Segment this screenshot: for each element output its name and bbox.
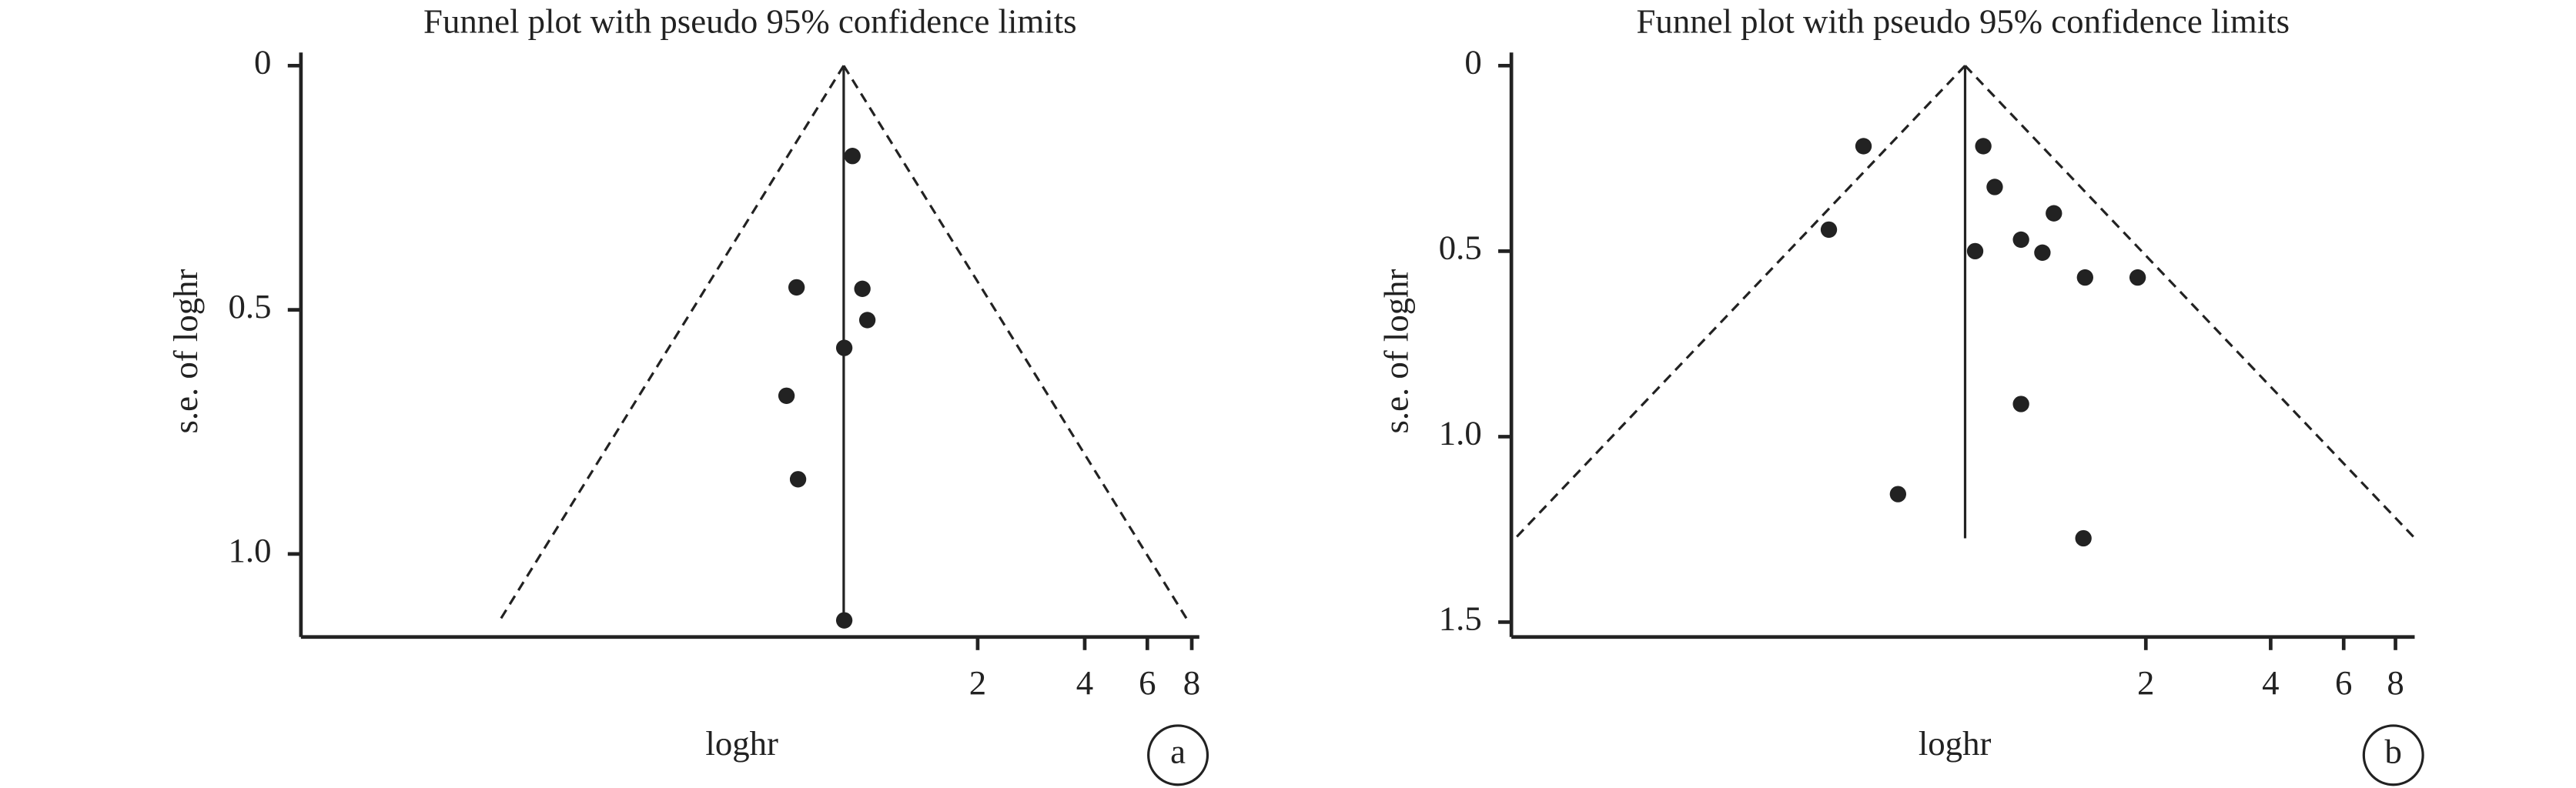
x-tick-label: 6 (1139, 663, 1156, 702)
data-point (1986, 179, 2003, 195)
confidence-limit (1514, 65, 1966, 539)
data-point (2075, 529, 2092, 547)
x-tick-label: 6 (2335, 663, 2352, 702)
data-point (2076, 269, 2093, 286)
data-point (835, 612, 853, 629)
data-point (1820, 221, 1838, 239)
y-tick-label: 1.0 (228, 531, 271, 569)
y-tick-label: 0.5 (228, 287, 271, 326)
y-tick-label: 1.5 (1439, 599, 1482, 638)
panel-label: a (1170, 733, 1186, 771)
data-point (778, 387, 795, 404)
y-axis-label: s.e. of loghr (166, 269, 205, 433)
x-tick-label: 4 (1076, 663, 1093, 702)
data-point (835, 339, 853, 356)
y-axis-label: s.e. of loghr (1377, 269, 1415, 433)
data-point (2129, 269, 2146, 286)
chart-title: Funnel plot with pseudo 95% confidence l… (423, 2, 1077, 40)
chart-title: Funnel plot with pseudo 95% confidence l… (1637, 2, 2290, 40)
x-tick-label: 8 (1183, 663, 1200, 702)
data-point (1966, 242, 1984, 260)
x-axis-label: loghr (705, 724, 778, 763)
panel-label: b (2385, 733, 2402, 771)
confidence-limit (1964, 65, 2416, 539)
x-tick-label: 2 (969, 663, 986, 702)
data-point (788, 279, 805, 296)
data-point (1889, 486, 1907, 503)
data-point (1975, 138, 1992, 155)
x-tick-label: 8 (2387, 663, 2404, 702)
confidence-limit (498, 65, 845, 622)
data-point (2034, 244, 2051, 261)
x-tick-label: 4 (2262, 663, 2279, 702)
data-point (854, 280, 871, 297)
panel-badge (1147, 724, 1209, 786)
data-point (2012, 396, 2029, 412)
data-point (1855, 138, 1872, 155)
x-tick-label: 2 (2137, 663, 2154, 702)
panel-badge (2362, 724, 2424, 786)
data-point (858, 312, 876, 329)
data-point (2012, 231, 2029, 249)
data-point (789, 471, 807, 488)
y-tick-label: 0 (254, 43, 271, 82)
y-tick-label: 0.5 (1439, 229, 1482, 267)
data-point (2046, 205, 2062, 222)
x-axis-label: loghr (1919, 724, 1992, 763)
y-tick-label: 0 (1464, 43, 1481, 82)
confidence-limit (842, 65, 1189, 622)
data-point (844, 148, 861, 165)
y-tick-label: 1.0 (1439, 414, 1482, 452)
